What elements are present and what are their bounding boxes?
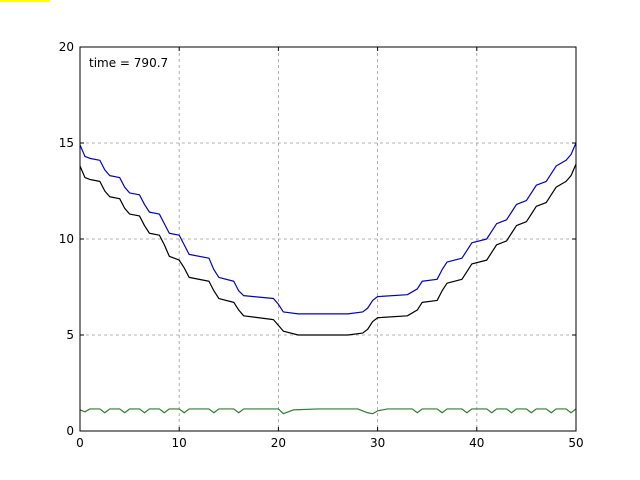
x-tick-label: 40 [469,436,484,450]
x-axis-ticks: 0 10 20 30 40 50 [76,47,584,450]
x-tick-label: 0 [76,436,84,450]
series-line-3 [79,408,577,415]
y-axis-ticks: 0 5 10 15 20 [59,40,576,438]
grid [80,47,576,431]
y-tick-label: 10 [59,232,74,246]
y-tick-label: 5 [66,328,74,342]
time-annotation: time = 790.7 [89,56,168,70]
x-tick-label: 20 [271,436,286,450]
x-tick-label: 30 [370,436,385,450]
y-tick-label: 20 [59,40,74,54]
x-tick-label: 10 [172,436,187,450]
y-tick-label: 15 [59,136,74,150]
series-layer [79,142,577,415]
series-line-2 [79,163,577,336]
series-line-1 [79,142,577,315]
y-tick-label: 0 [66,424,74,438]
x-tick-label: 50 [568,436,583,450]
corner-marker [0,0,50,2]
